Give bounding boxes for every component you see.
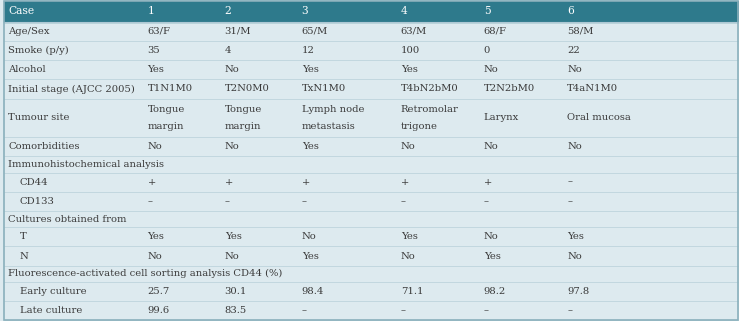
Text: No: No [483, 65, 498, 74]
Text: –: – [148, 197, 152, 206]
Text: margin: margin [148, 122, 184, 131]
Text: T1N1M0: T1N1M0 [148, 84, 193, 93]
Text: No: No [568, 252, 582, 261]
Text: No: No [401, 142, 415, 151]
Text: CD44: CD44 [20, 178, 49, 187]
Text: T4bN2bM0: T4bN2bM0 [401, 84, 458, 93]
Text: No: No [483, 232, 498, 241]
Text: Immunohistochemical analysis: Immunohistochemical analysis [8, 160, 164, 169]
Text: +: + [148, 178, 156, 187]
Text: 0: 0 [483, 46, 490, 55]
Text: 68/F: 68/F [483, 27, 507, 36]
Text: 5: 5 [483, 6, 491, 16]
Text: 3: 3 [302, 6, 308, 16]
Text: 31/M: 31/M [225, 27, 251, 36]
Text: –: – [568, 178, 572, 187]
Text: No: No [483, 142, 498, 151]
Text: Yes: Yes [401, 65, 418, 74]
Text: Lymph node: Lymph node [302, 105, 364, 114]
Text: Larynx: Larynx [483, 113, 519, 122]
Text: 58/M: 58/M [568, 27, 593, 36]
Text: 100: 100 [401, 46, 420, 55]
Text: CD133: CD133 [20, 197, 55, 206]
Text: 4: 4 [401, 6, 407, 16]
Text: +: + [483, 178, 492, 187]
Text: Yes: Yes [401, 232, 418, 241]
Text: No: No [148, 252, 163, 261]
Text: No: No [225, 65, 239, 74]
Text: metastasis: metastasis [302, 122, 355, 131]
Text: Tongue: Tongue [148, 105, 185, 114]
Text: –: – [302, 306, 307, 315]
Text: N: N [20, 252, 29, 261]
Text: Yes: Yes [302, 142, 319, 151]
Text: No: No [401, 252, 415, 261]
Text: No: No [568, 65, 582, 74]
Text: No: No [225, 142, 239, 151]
Text: 35: 35 [148, 46, 160, 55]
Text: margin: margin [225, 122, 261, 131]
Text: Smoke (p/y): Smoke (p/y) [8, 46, 69, 55]
Text: –: – [483, 197, 488, 206]
Text: No: No [568, 142, 582, 151]
Text: Yes: Yes [302, 65, 319, 74]
Text: Oral mucosa: Oral mucosa [568, 113, 631, 122]
Text: 65/M: 65/M [302, 27, 328, 36]
Text: –: – [302, 197, 307, 206]
Text: T4aN1M0: T4aN1M0 [568, 84, 619, 93]
Text: 4: 4 [225, 46, 231, 55]
Text: Cultures obtained from: Cultures obtained from [8, 214, 126, 223]
Text: +: + [401, 178, 409, 187]
Text: T: T [20, 232, 27, 241]
Text: No: No [148, 142, 163, 151]
Text: Yes: Yes [302, 252, 319, 261]
Text: 2: 2 [225, 6, 231, 16]
Text: Yes: Yes [148, 232, 165, 241]
Text: 1: 1 [148, 6, 154, 16]
Text: T2N2bM0: T2N2bM0 [483, 84, 535, 93]
Text: 99.6: 99.6 [148, 306, 170, 315]
Text: 63/M: 63/M [401, 27, 427, 36]
Text: –: – [568, 306, 572, 315]
Text: Yes: Yes [148, 65, 165, 74]
Text: Tongue: Tongue [225, 105, 262, 114]
Text: T2N0M0: T2N0M0 [225, 84, 270, 93]
Text: +: + [302, 178, 310, 187]
Text: 6: 6 [568, 6, 574, 16]
Bar [4, 1, 738, 22]
Text: Late culture: Late culture [20, 306, 82, 315]
Text: No: No [225, 252, 239, 261]
Text: 25.7: 25.7 [148, 287, 170, 296]
Text: Alcohol: Alcohol [8, 65, 46, 74]
Text: Comorbidities: Comorbidities [8, 142, 80, 151]
Text: 22: 22 [568, 46, 580, 55]
Text: 12: 12 [302, 46, 315, 55]
Text: No: No [302, 232, 316, 241]
Text: 63/F: 63/F [148, 27, 171, 36]
Text: 97.8: 97.8 [568, 287, 590, 296]
Text: 83.5: 83.5 [225, 306, 247, 315]
Text: Yes: Yes [483, 252, 500, 261]
Text: 98.4: 98.4 [302, 287, 324, 296]
Text: –: – [568, 197, 572, 206]
Text: Age/Sex: Age/Sex [8, 27, 50, 36]
Text: Case: Case [8, 6, 34, 16]
Text: 30.1: 30.1 [225, 287, 247, 296]
Text: Yes: Yes [568, 232, 585, 241]
Text: Tumour site: Tumour site [8, 113, 69, 122]
Text: +: + [225, 178, 233, 187]
Text: Retromolar: Retromolar [401, 105, 459, 114]
Text: Yes: Yes [225, 232, 242, 241]
Text: Fluorescence-activated cell sorting analysis CD44 (%): Fluorescence-activated cell sorting anal… [8, 269, 282, 278]
Text: –: – [401, 306, 406, 315]
Text: 98.2: 98.2 [483, 287, 506, 296]
Text: –: – [225, 197, 230, 206]
Text: Initial stage (AJCC 2005): Initial stage (AJCC 2005) [8, 84, 135, 93]
Text: –: – [401, 197, 406, 206]
Text: Early culture: Early culture [20, 287, 86, 296]
Text: –: – [483, 306, 488, 315]
Text: trigone: trigone [401, 122, 437, 131]
Text: TxN1M0: TxN1M0 [302, 84, 346, 93]
Text: 71.1: 71.1 [401, 287, 423, 296]
